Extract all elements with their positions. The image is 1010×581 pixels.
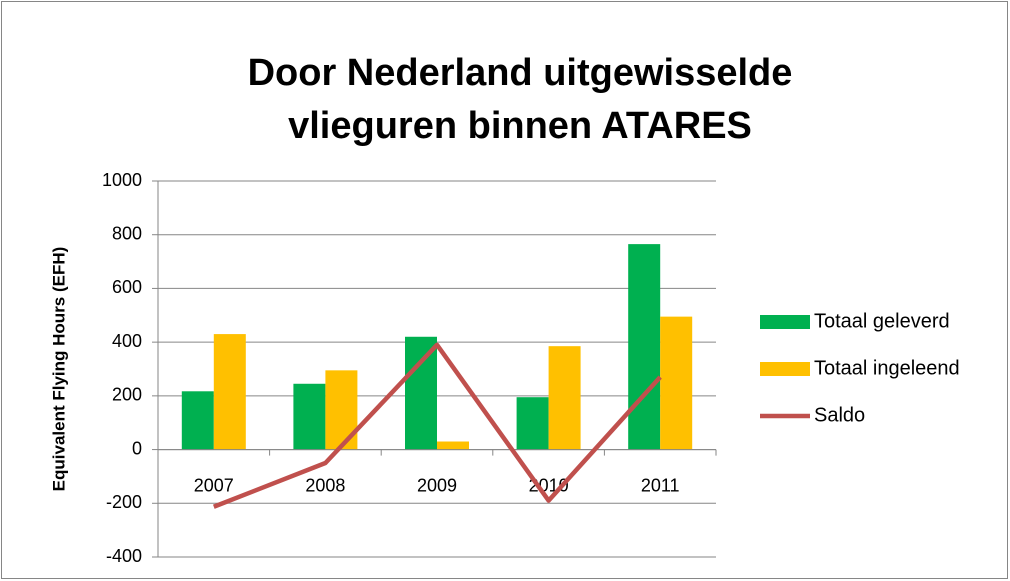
legend-marker bbox=[760, 315, 810, 329]
x-tick-label: 2011 bbox=[641, 475, 680, 495]
chart-title: vlieguren binnen ATARES bbox=[288, 105, 752, 147]
chart-title: Door Nederland uitgewisselde bbox=[248, 52, 793, 94]
y-tick-label: -200 bbox=[106, 492, 142, 512]
bar bbox=[325, 370, 358, 450]
legend-label: Saldo bbox=[814, 404, 865, 426]
y-tick-label: -400 bbox=[106, 546, 142, 566]
y-tick-label: 200 bbox=[112, 385, 142, 405]
bar bbox=[628, 244, 661, 450]
x-tick-label: 2008 bbox=[305, 475, 345, 495]
bar bbox=[548, 346, 581, 450]
y-axis-label: Equivalent Flying Hours (EFH) bbox=[49, 247, 68, 492]
bar bbox=[293, 383, 326, 450]
line bbox=[212, 342, 662, 509]
y-tick-label: 400 bbox=[112, 331, 142, 351]
bar bbox=[660, 316, 693, 450]
y-tick-label: 1000 bbox=[102, 170, 142, 190]
legend-marker bbox=[760, 362, 810, 376]
bar bbox=[405, 336, 437, 450]
x-tick-label: 2007 bbox=[194, 475, 234, 495]
y-tick-label: 800 bbox=[112, 223, 142, 243]
bar bbox=[181, 391, 214, 450]
x-tick-label: 2009 bbox=[417, 475, 457, 495]
bar bbox=[437, 441, 469, 450]
y-tick-label: 0 bbox=[132, 438, 142, 458]
bar bbox=[213, 334, 246, 450]
y-tick-label: 600 bbox=[112, 277, 142, 297]
legend-label: Totaal ingeleend bbox=[814, 357, 960, 379]
bar bbox=[516, 397, 549, 450]
legend-label: Totaal geleverd bbox=[814, 310, 950, 332]
